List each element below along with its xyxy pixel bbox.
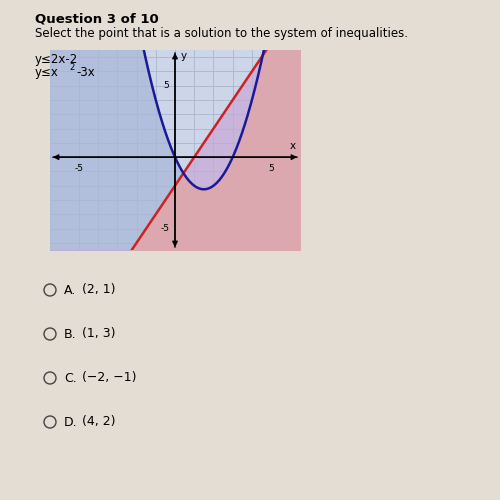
Text: A.: A. xyxy=(64,284,76,296)
Text: (2, 1): (2, 1) xyxy=(82,284,116,296)
Text: (−2, −1): (−2, −1) xyxy=(82,372,137,384)
Text: -3x: -3x xyxy=(76,66,95,79)
Text: 5: 5 xyxy=(268,164,274,173)
Text: x: x xyxy=(289,142,296,152)
Text: -5: -5 xyxy=(74,164,84,173)
Text: Select the point that is a solution to the system of inequalities.: Select the point that is a solution to t… xyxy=(35,28,408,40)
Text: y≤x: y≤x xyxy=(35,66,59,79)
Text: (4, 2): (4, 2) xyxy=(82,416,116,428)
Text: B.: B. xyxy=(64,328,76,340)
Text: Question 3 of 10: Question 3 of 10 xyxy=(35,12,159,26)
Text: 5: 5 xyxy=(164,81,169,90)
Text: 2: 2 xyxy=(69,62,74,72)
Text: -5: -5 xyxy=(160,224,169,233)
Text: y: y xyxy=(181,50,187,60)
Text: y≤2x-2: y≤2x-2 xyxy=(35,52,78,66)
Text: C.: C. xyxy=(64,372,77,384)
Text: D.: D. xyxy=(64,416,78,428)
Text: (1, 3): (1, 3) xyxy=(82,328,116,340)
